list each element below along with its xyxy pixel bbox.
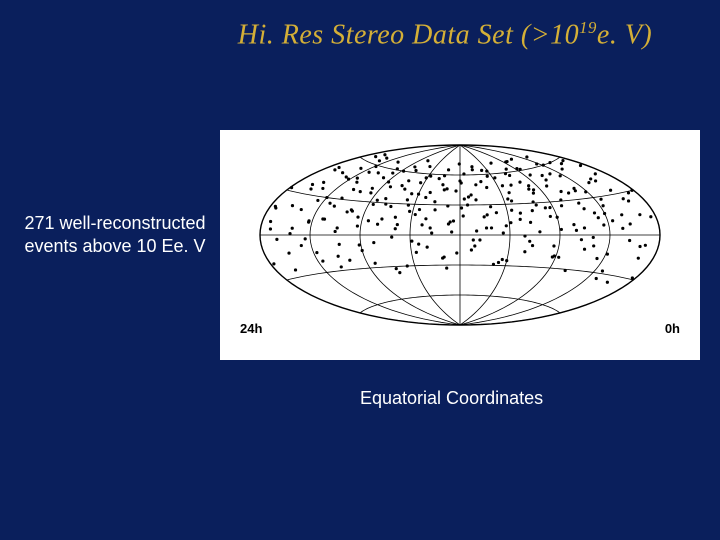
ra-label-left: 24h <box>240 321 262 336</box>
title-prefix: Hi. Res Stereo Data Set (>10 <box>238 19 579 50</box>
skymap-svg <box>220 130 700 360</box>
title-suffix: e. V) <box>597 19 652 50</box>
plot-caption: Equatorial Coordinates <box>360 388 543 409</box>
skymap-panel: 24h 0h <box>220 130 700 360</box>
side-line-1: 271 well-reconstructed <box>24 213 205 233</box>
side-line-2: events above 10 Ee. V <box>24 236 205 256</box>
title-superscript: 19 <box>579 18 597 37</box>
side-annotation: 271 well-reconstructed events above 10 E… <box>10 212 220 257</box>
slide-title: Hi. Res Stereo Data Set (>1019e. V) <box>0 18 720 51</box>
ra-label-right: 0h <box>665 321 680 336</box>
